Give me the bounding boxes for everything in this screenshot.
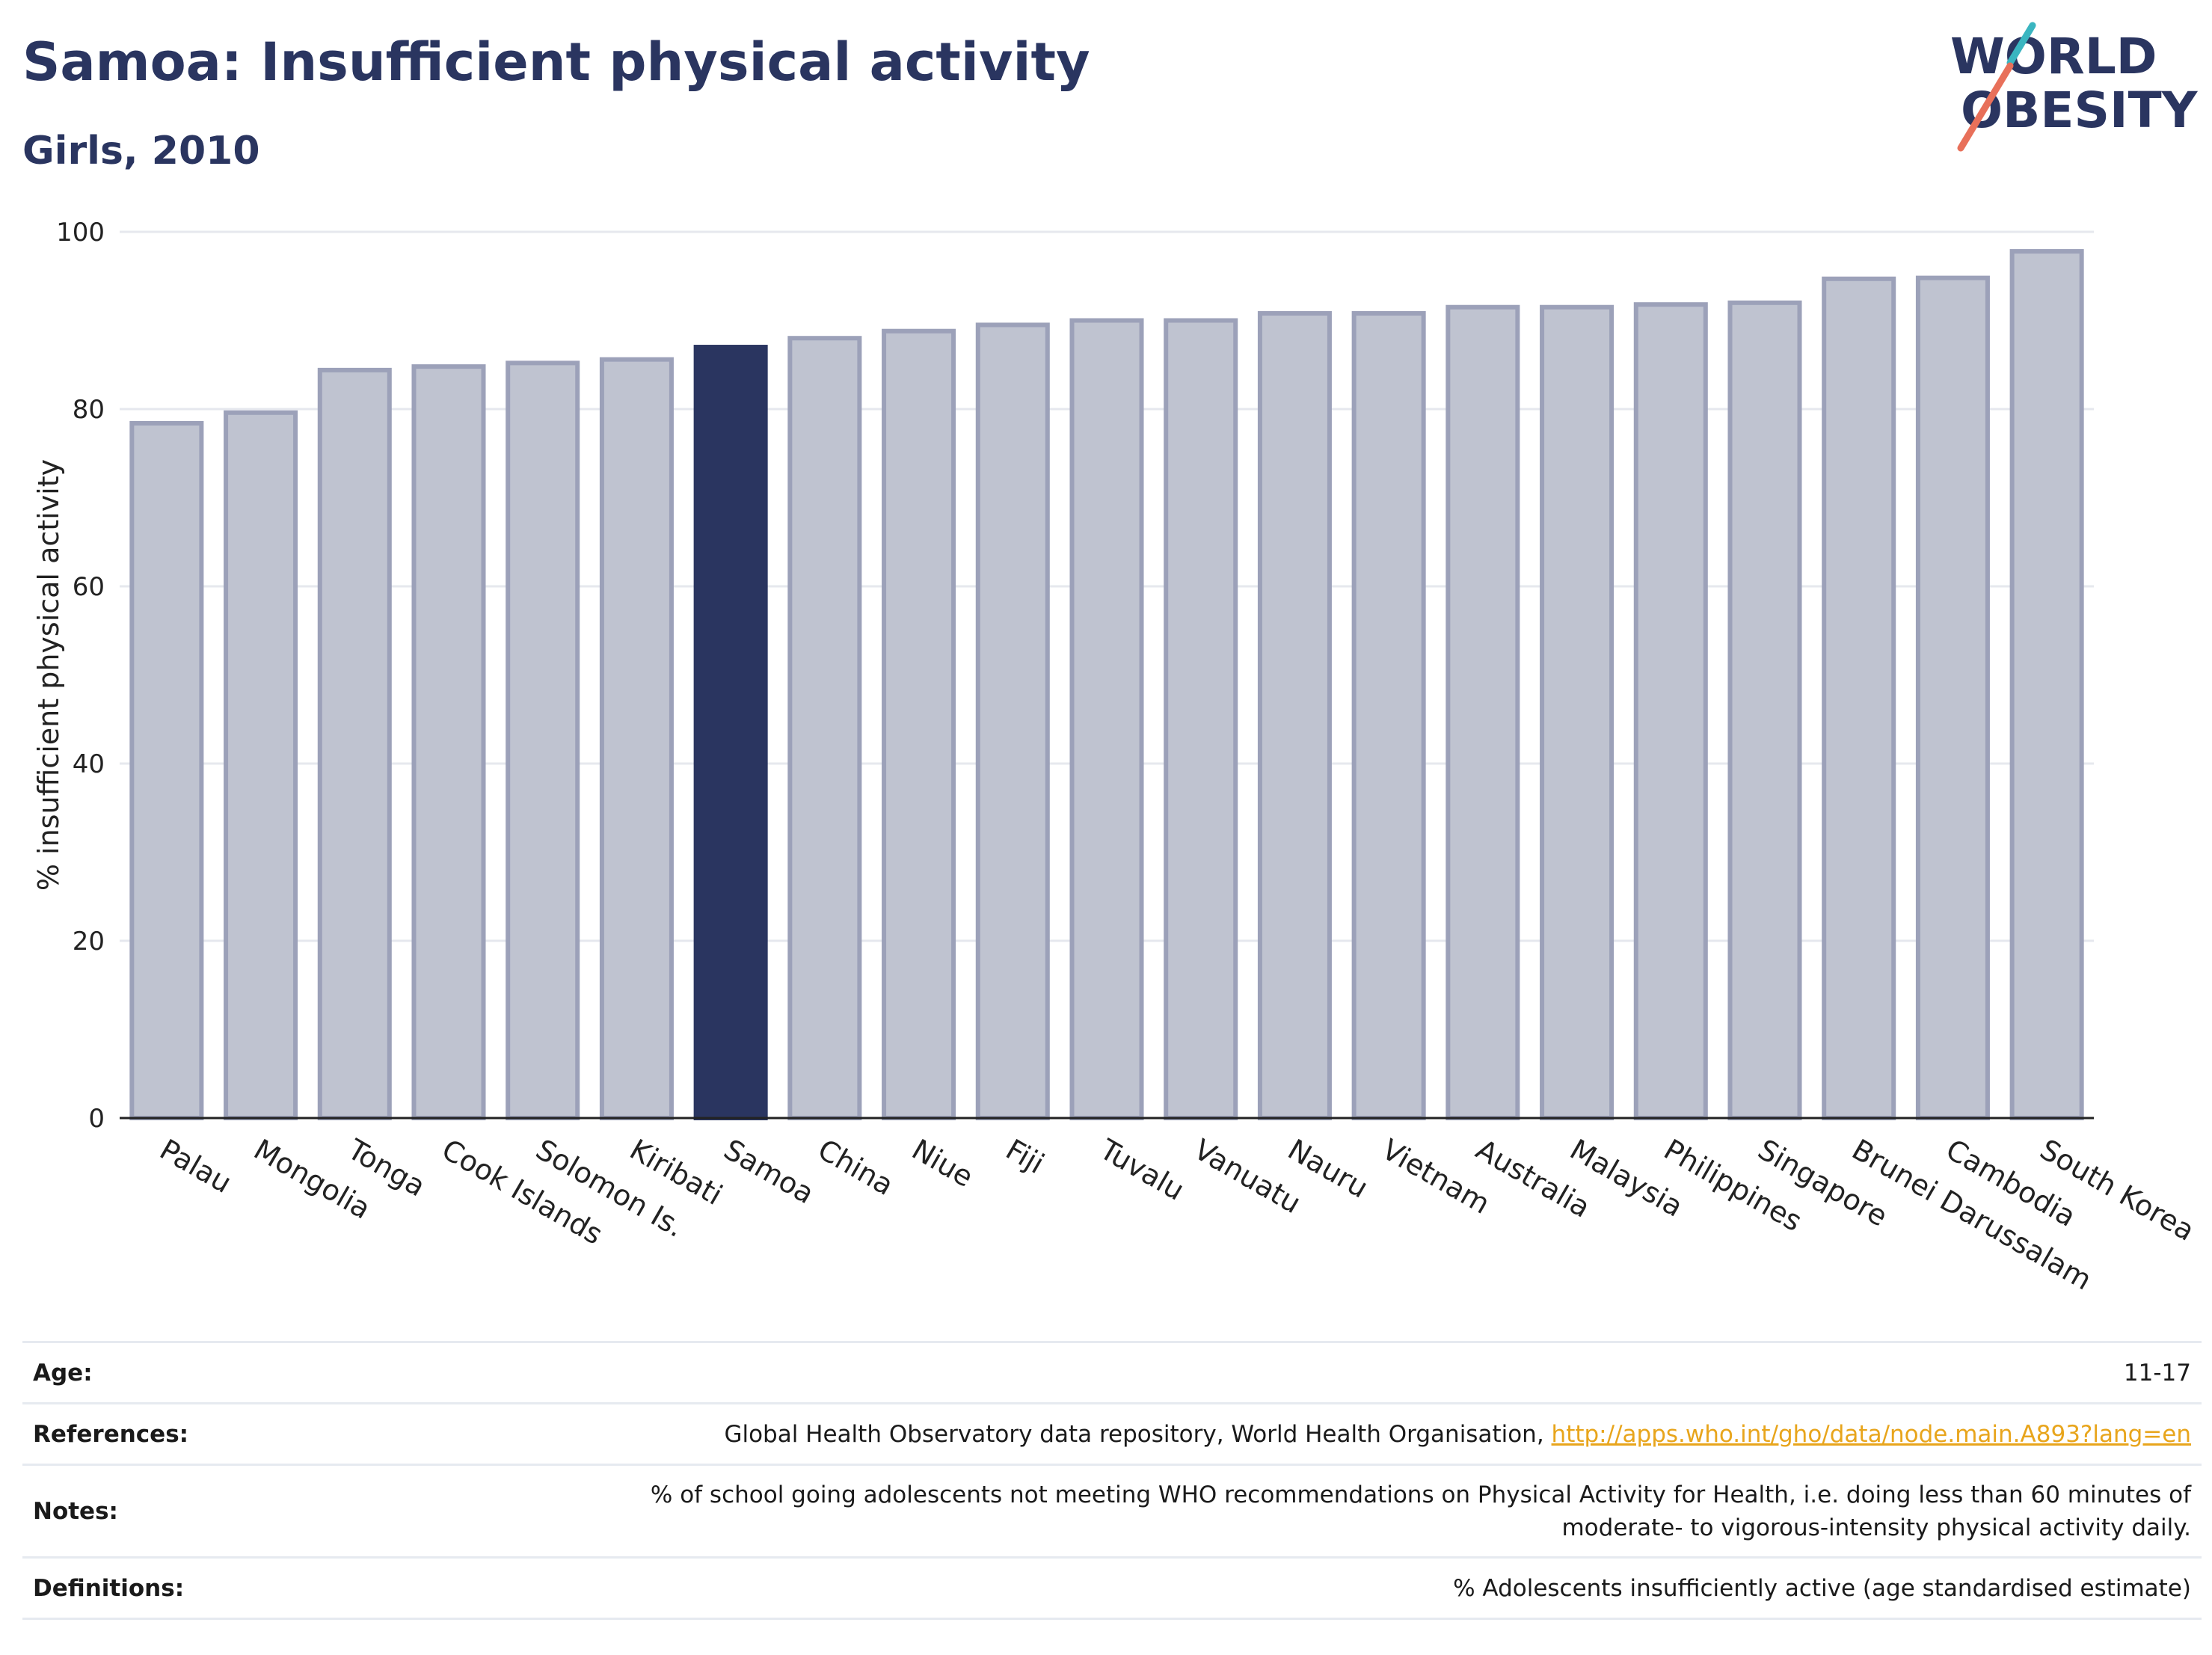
y-tick-label: 100 bbox=[56, 218, 105, 248]
notes-value: % of school going adolescents not meetin… bbox=[313, 1464, 2202, 1558]
bar bbox=[787, 336, 862, 1121]
age-label: Age: bbox=[22, 1341, 313, 1404]
bar bbox=[317, 367, 392, 1120]
info-row-age: Age: 11-17 bbox=[22, 1341, 2202, 1404]
bar bbox=[411, 364, 486, 1120]
bars bbox=[129, 249, 2084, 1121]
x-tick-label: Cook Islands bbox=[437, 1133, 609, 1251]
bar bbox=[1540, 304, 1615, 1121]
bar bbox=[1257, 311, 1332, 1120]
info-row-references: References: Global Health Observatory da… bbox=[22, 1402, 2202, 1465]
x-tick-label: Vanuatu bbox=[1188, 1133, 1306, 1220]
bar bbox=[975, 322, 1050, 1120]
bar bbox=[1164, 318, 1238, 1120]
y-tick-label: 0 bbox=[88, 1104, 105, 1134]
references-label: References: bbox=[22, 1402, 313, 1465]
chart-subtitle: Girls, 2010 bbox=[22, 129, 260, 174]
logo-line2: OBESITY bbox=[1961, 82, 2199, 139]
notes-line1: % of school going adolescents not meetin… bbox=[650, 1481, 2191, 1508]
logo-slash-coral bbox=[1957, 62, 2014, 152]
references-link[interactable]: http://apps.who.int/gho/data/node.main.A… bbox=[1551, 1420, 2191, 1448]
bar bbox=[1446, 304, 1520, 1121]
info-row-notes: Notes: % of school going adolescents not… bbox=[22, 1464, 2202, 1558]
x-tick-label: South Korea bbox=[2035, 1133, 2200, 1247]
bar bbox=[1069, 318, 1144, 1120]
notes-line2: moderate- to vigorous-intensity physical… bbox=[1561, 1514, 2191, 1541]
x-tick-label: Tuvalu bbox=[1094, 1132, 1190, 1207]
world-obesity-logo: WORLD OBESITY bbox=[1950, 22, 2199, 152]
logo-slash-teal bbox=[2006, 22, 2036, 67]
y-tick-label: 40 bbox=[73, 749, 105, 779]
notes-label: Notes: bbox=[22, 1464, 313, 1558]
bar-highlight bbox=[693, 345, 768, 1120]
bar bbox=[1633, 302, 1708, 1120]
bar bbox=[1351, 311, 1426, 1120]
bar bbox=[599, 357, 674, 1120]
bar bbox=[506, 360, 580, 1120]
bar bbox=[1822, 276, 1896, 1120]
info-row-definitions: Definitions: % Adolescents insufficientl… bbox=[22, 1556, 2202, 1620]
y-tick-label: 60 bbox=[73, 572, 105, 602]
y-tick-label: 20 bbox=[73, 927, 105, 957]
chart-title: Samoa: Insufficient physical activity bbox=[22, 31, 1090, 93]
bar bbox=[224, 410, 298, 1120]
y-axis-title: % insufficient physical activity bbox=[32, 459, 65, 891]
definitions-value: % Adolescents insufficiently active (age… bbox=[313, 1556, 2202, 1620]
references-text: Global Health Observatory data repositor… bbox=[724, 1420, 1552, 1448]
age-value: 11-17 bbox=[313, 1341, 2202, 1404]
x-tick-label: China bbox=[812, 1133, 899, 1202]
x-tick-label: Fiji bbox=[1001, 1133, 1050, 1180]
definitions-label: Definitions: bbox=[22, 1556, 313, 1620]
references-value: Global Health Observatory data repositor… bbox=[313, 1402, 2202, 1465]
logo-line1: WORLD bbox=[1950, 28, 2157, 85]
bar bbox=[129, 420, 204, 1120]
bar bbox=[1915, 275, 1990, 1120]
bar bbox=[882, 328, 956, 1121]
info-table: Age: 11-17 References: Global Health Obs… bbox=[22, 1341, 2202, 1620]
x-tick-label: Niue bbox=[906, 1133, 979, 1194]
x-tick-label: Vietnam bbox=[1377, 1133, 1496, 1220]
y-tick-label: 80 bbox=[73, 395, 105, 425]
bar bbox=[2009, 249, 2084, 1121]
x-tick-label: Palau bbox=[154, 1133, 237, 1200]
bar bbox=[1727, 300, 1802, 1120]
x-tick-label: Samoa bbox=[719, 1133, 820, 1211]
